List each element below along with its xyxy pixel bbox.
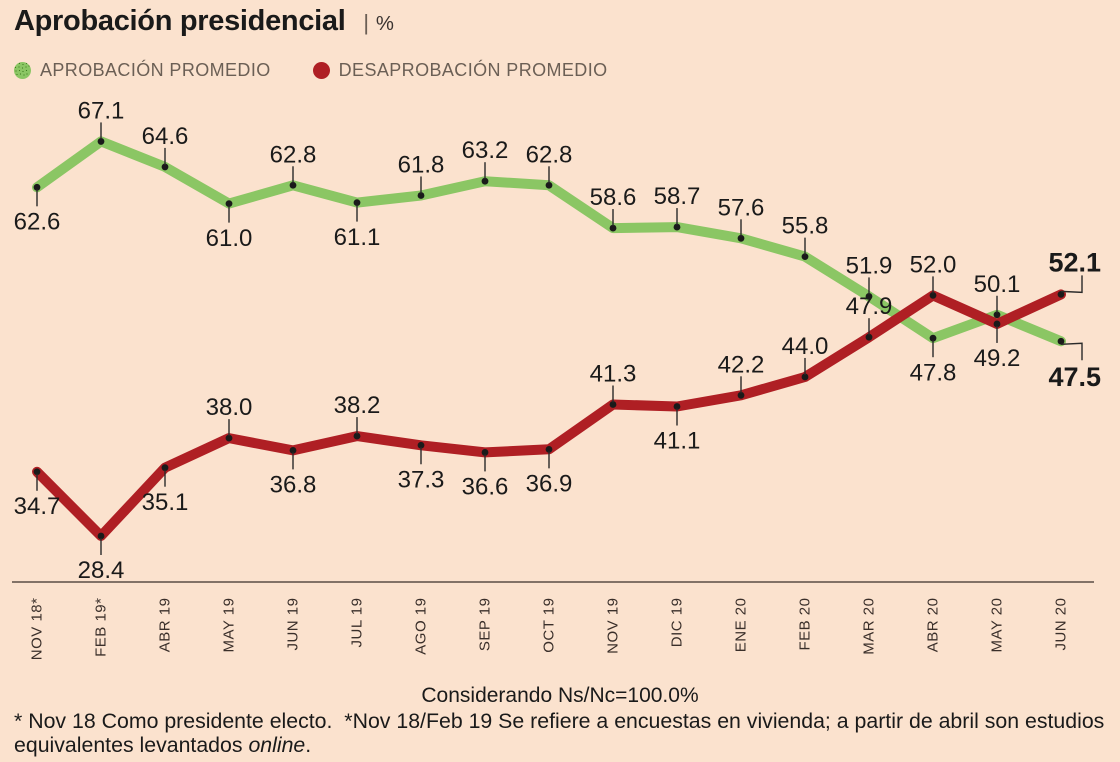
svg-text:61.0: 61.0	[206, 225, 253, 252]
svg-text:36.8: 36.8	[270, 472, 317, 499]
svg-text:47.8: 47.8	[910, 359, 957, 386]
svg-text:55.8: 55.8	[782, 213, 829, 240]
svg-text:41.1: 41.1	[654, 428, 701, 455]
svg-text:62.8: 62.8	[526, 141, 573, 168]
svg-text:35.1: 35.1	[142, 489, 189, 516]
svg-text:61.1: 61.1	[334, 224, 381, 251]
svg-text:38.0: 38.0	[206, 394, 253, 421]
svg-text:52.0: 52.0	[910, 251, 957, 278]
svg-text:62.6: 62.6	[14, 209, 61, 236]
svg-text:36.9: 36.9	[526, 471, 573, 498]
svg-text:67.1: 67.1	[78, 97, 125, 124]
svg-text:58.7: 58.7	[654, 183, 701, 210]
svg-text:64.6: 64.6	[142, 123, 189, 150]
svg-text:63.2: 63.2	[462, 137, 509, 164]
svg-text:42.2: 42.2	[718, 351, 765, 378]
svg-text:52.1: 52.1	[1048, 247, 1101, 277]
svg-text:44.0: 44.0	[782, 333, 829, 360]
svg-text:50.1: 50.1	[974, 271, 1021, 298]
svg-text:34.7: 34.7	[14, 493, 61, 520]
svg-text:58.6: 58.6	[590, 184, 637, 211]
svg-text:51.9: 51.9	[846, 252, 893, 279]
svg-text:47.5: 47.5	[1048, 362, 1101, 392]
svg-text:49.2: 49.2	[974, 345, 1021, 372]
svg-text:37.3: 37.3	[398, 466, 445, 493]
svg-text:62.8: 62.8	[270, 141, 317, 168]
svg-text:36.6: 36.6	[462, 474, 509, 501]
svg-text:28.4: 28.4	[78, 557, 125, 584]
svg-text:41.3: 41.3	[590, 360, 637, 387]
svg-text:47.9: 47.9	[846, 293, 893, 320]
svg-text:61.8: 61.8	[398, 151, 445, 178]
svg-text:38.2: 38.2	[334, 392, 381, 419]
svg-text:57.6: 57.6	[718, 194, 765, 221]
